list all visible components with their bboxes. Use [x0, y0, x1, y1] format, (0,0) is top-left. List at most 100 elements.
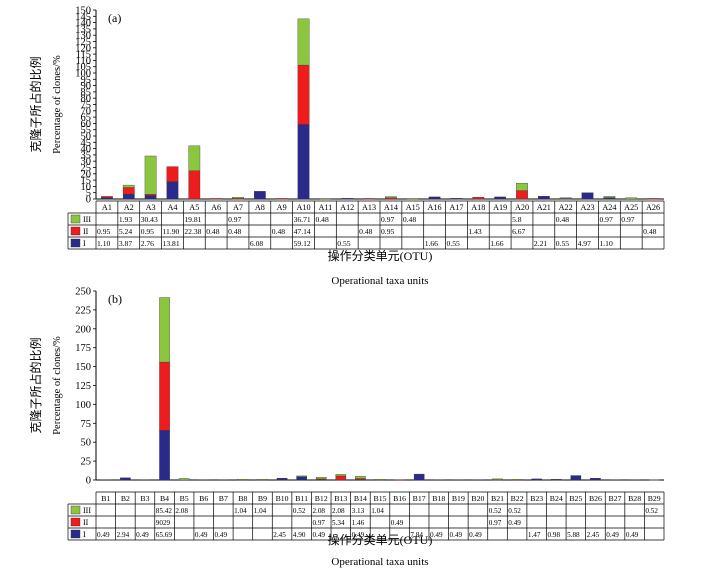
y-tick-label: 35 [81, 150, 92, 161]
data-label: 0.48 [272, 227, 285, 236]
category-label: A19 [493, 203, 507, 212]
y-tick-label: 55 [81, 125, 92, 136]
data-label: 2.45 [273, 531, 286, 539]
category-label: A7 [233, 203, 243, 212]
bar-A6-II [210, 198, 223, 200]
data-label: 0.97 [599, 215, 612, 224]
bar-A8-I [253, 191, 266, 200]
y-axis-title-en: Percentage of clones/% [52, 336, 63, 435]
category-label: A23 [580, 203, 594, 212]
y-tick-label: 140 [75, 18, 91, 29]
y-tick-label: 75 [81, 100, 92, 111]
category-label: A11 [318, 203, 332, 212]
category-label: B3 [140, 494, 149, 503]
bar-B11-III [296, 475, 307, 477]
data-label: 0.49 [391, 519, 404, 527]
bar-B24-I [551, 479, 562, 481]
data-label: 0.48 [315, 215, 328, 224]
data-label: 0.48 [228, 227, 241, 236]
data-label: 0.48 [359, 227, 372, 236]
data-label: 0.95 [97, 227, 110, 236]
bar-B8-III [237, 479, 249, 481]
y-tick-label: 125 [75, 381, 91, 392]
y-tick-label: 80 [81, 94, 92, 105]
data-label: 2.45 [587, 531, 600, 539]
bar-B2-I [120, 477, 131, 481]
chart-panel-a: 0510152025303540455055606570758085909510… [28, 6, 665, 287]
category-label: B17 [413, 494, 426, 503]
bar-A14-III [385, 196, 397, 198]
y-axis-title-cn: 克隆子所占的比例 [28, 337, 43, 433]
y-tick-label: 200 [75, 324, 91, 335]
data-label: 6.67 [512, 227, 525, 236]
legend-label-III: III [83, 506, 91, 515]
data-label: 0.49 [312, 531, 325, 539]
data-label: 0.97 [381, 215, 394, 224]
bar-B19-I [453, 479, 464, 481]
bar-A1-II [101, 196, 113, 198]
data-label: 0.49 [626, 531, 639, 539]
data-label: 5.34 [332, 519, 345, 527]
bar-A10-III [297, 18, 310, 66]
bar-B21-III [492, 478, 503, 480]
chart-panel-b: 0 25 50 75 100 125 150 175 200 225 250 (b) 克隆子所占的比例 P… [28, 287, 665, 568]
data-label: 0.52 [489, 507, 502, 515]
category-label: B11 [295, 494, 308, 503]
category-label: B28 [628, 494, 641, 503]
data-label: 19.81 [184, 215, 201, 224]
legend-swatch-II [70, 517, 81, 527]
data-label: 0.97 [228, 215, 241, 224]
data-label: 0.97 [489, 519, 502, 527]
category-label: B5 [180, 494, 189, 503]
legend-swatch-II [70, 226, 81, 236]
data-label: 2.76 [141, 239, 154, 248]
legend-swatch-III [70, 505, 81, 515]
data-label: 1.04 [254, 507, 267, 515]
data-table: A1 A2 A3 A4 A5 A6 A7 A8 A9 A10 A11 A12 A13 A14 A15 A16 A… [67, 200, 665, 250]
y-tick-label: 50 [81, 438, 92, 449]
y-tick-label: 110 [76, 56, 91, 67]
data-label: 0.49 [469, 531, 482, 539]
bar-A3-III [144, 155, 157, 195]
bar-B10-I [276, 477, 288, 481]
data-label: 0.49 [215, 531, 228, 539]
bar-A20-II [516, 190, 528, 200]
bar-B4-III [159, 297, 170, 363]
category-label: B27 [609, 494, 622, 503]
bar-B3-I [139, 479, 151, 481]
category-label: A5 [189, 203, 199, 212]
y-tick-label: 115 [76, 50, 91, 61]
category-label: A25 [624, 203, 638, 212]
category-label: B7 [219, 494, 228, 503]
bar-A14-II [385, 197, 397, 200]
data-table: B1 B2 B3 B4 B5 B6 B7 B8 B9 B10 B11 B12 B13 B14 B15 B16 B… [67, 491, 665, 541]
category-label: B24 [550, 494, 563, 503]
data-label: 3.87 [119, 239, 132, 248]
data-label: 0.97 [621, 215, 634, 224]
bar-A16-I [428, 196, 441, 200]
category-label: B4 [160, 494, 169, 503]
data-label: 0.52 [293, 507, 306, 515]
bar-A5-III [188, 145, 201, 171]
x-axis-title-cn: 操作分类单元(OTU) [328, 532, 433, 547]
data-label: 0.49 [508, 519, 521, 527]
data-label: 4.90 [293, 531, 306, 539]
bar-A24-III [603, 196, 616, 198]
y-tick-label: 20 [81, 169, 92, 180]
legend-label-I: I [83, 530, 86, 539]
data-label: 1.66 [425, 239, 438, 248]
y-tick-label: 100 [75, 69, 91, 80]
category-label: A9 [277, 203, 287, 212]
y-tick-label: 10 [81, 182, 92, 193]
bar-B16-II [394, 479, 405, 481]
category-label: B29 [648, 494, 661, 503]
bar-B7-I [218, 479, 229, 481]
bar-B12-III [315, 477, 327, 480]
legend-label-III: III [83, 215, 91, 224]
y-tick-label: 95 [81, 75, 92, 86]
data-label: 0.98 [547, 531, 560, 539]
y-tick-label: 90 [81, 81, 92, 92]
data-label: 22.38 [184, 227, 201, 236]
bar-A2-III [122, 184, 135, 188]
category-label: A4 [167, 203, 177, 212]
